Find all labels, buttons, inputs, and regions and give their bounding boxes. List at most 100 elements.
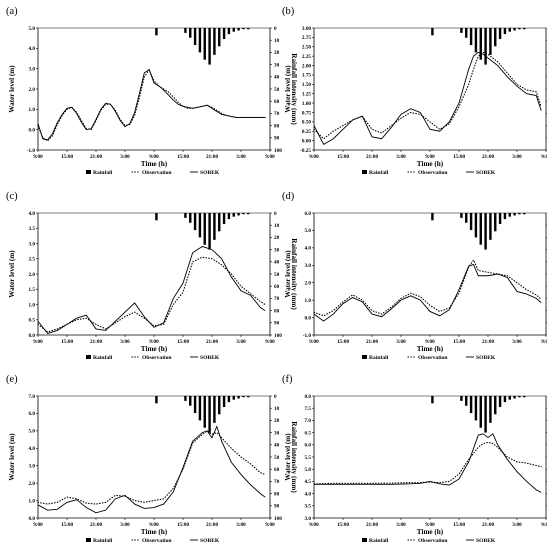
y-tick-label: 1.50 bbox=[302, 82, 311, 88]
x-tick-label: 9:00 bbox=[33, 522, 43, 528]
rainfall-bar bbox=[232, 213, 235, 217]
series-sobek bbox=[37, 69, 266, 141]
y-tick-label: 7.5 bbox=[305, 406, 312, 412]
rainfall-bar bbox=[503, 213, 507, 220]
legend-label-sobek: SOBEK bbox=[200, 538, 220, 544]
rainfall-bar bbox=[247, 396, 250, 398]
y-axis-label: Water level (m) bbox=[8, 433, 16, 481]
y-tick-label: 1.0 bbox=[305, 298, 312, 304]
legend-label-observation: Observation bbox=[418, 538, 448, 544]
y2-tick-label: 90 bbox=[274, 504, 280, 510]
rainfall-bar bbox=[203, 213, 206, 245]
y-tick-label: 5.5 bbox=[305, 455, 312, 461]
rainfall-bar bbox=[193, 28, 197, 46]
rainfall-bar bbox=[469, 396, 473, 414]
x-tick-label: 15:00 bbox=[61, 339, 74, 345]
rainfall-bar bbox=[460, 396, 463, 401]
x-tick-label: 9:00 bbox=[541, 339, 547, 345]
chart-panel-3: (c) 0.0 0.5 1.0 1.5 2.0 2.5 3.0 3.5 4.0 0 10 20 30 40 5… bbox=[6, 191, 298, 361]
panel-label: (b) bbox=[282, 6, 295, 17]
y2-tick-label: 80 bbox=[274, 491, 280, 497]
series-observation bbox=[37, 256, 266, 333]
y2-tick-label: 50 bbox=[274, 272, 280, 278]
x-tick-label: 9:00 bbox=[541, 522, 547, 528]
legend-label-rainfall: Rainfall bbox=[93, 355, 113, 361]
x-tick-label: 15:00 bbox=[177, 522, 190, 528]
rainfall-bar bbox=[518, 28, 521, 30]
y2-tick-label: 60 bbox=[274, 99, 280, 105]
y2-tick-label: 0 bbox=[274, 211, 277, 217]
rainfall-bar bbox=[208, 28, 211, 65]
x-tick-label: 21:00 bbox=[366, 339, 379, 345]
legend-label-observation: Observation bbox=[418, 355, 448, 361]
y-tick-label: 1.5 bbox=[29, 287, 36, 293]
rainfall-bar bbox=[213, 396, 216, 423]
x-tick-label: 3:00 bbox=[512, 154, 522, 160]
y2-axis-label: Rainfall intensity (mm) bbox=[290, 238, 298, 310]
y2-tick-label: 50 bbox=[274, 455, 280, 461]
rainfall-bar bbox=[469, 213, 473, 231]
x-tick-label: 3:00 bbox=[120, 522, 130, 528]
y2-tick-label: 80 bbox=[274, 308, 280, 314]
y-tick-label: 1.75 bbox=[302, 73, 311, 79]
legend-swatch-rainfall bbox=[362, 538, 367, 542]
x-axis-label: Time (h) bbox=[141, 160, 168, 168]
rainfall-bar bbox=[189, 396, 192, 406]
rainfall-bar bbox=[242, 28, 245, 30]
x-tick-label: 3:00 bbox=[236, 154, 246, 160]
legend-swatch-rainfall bbox=[86, 170, 91, 174]
rainfall-bar bbox=[208, 396, 211, 433]
panel-label: (c) bbox=[6, 191, 18, 202]
panel-label: (e) bbox=[6, 374, 18, 385]
x-tick-label: 3:00 bbox=[396, 522, 406, 528]
rainfall-bar bbox=[213, 28, 216, 55]
rainfall-bar bbox=[469, 28, 473, 46]
rainfall-bar bbox=[484, 213, 487, 250]
y-tick-label: 8.0 bbox=[305, 394, 312, 400]
y-tick-label: 4.5 bbox=[305, 479, 312, 485]
y-tick-label: 5.0 bbox=[305, 228, 312, 234]
x-tick-label: 3:00 bbox=[120, 154, 130, 160]
rainfall-bar bbox=[431, 396, 434, 404]
y-tick-label: 6.0 bbox=[29, 411, 36, 417]
x-tick-label: 9:00 bbox=[309, 339, 319, 345]
y-tick-label: 2.0 bbox=[305, 281, 312, 287]
y-tick-label: 5.0 bbox=[29, 26, 36, 32]
y-tick-label: 3.0 bbox=[305, 516, 312, 522]
rainfall-bar bbox=[232, 28, 235, 32]
y-tick-label: 4.0 bbox=[305, 491, 312, 497]
y-tick-label: 3.0 bbox=[29, 241, 36, 247]
x-tick-label: 21:00 bbox=[206, 339, 219, 345]
x-tick-label: 9:00 bbox=[149, 522, 159, 528]
rainfall-bar bbox=[513, 213, 516, 216]
y-tick-label: 4.0 bbox=[29, 446, 36, 452]
y-tick-label: 5.0 bbox=[29, 429, 36, 435]
rainfall-bar bbox=[518, 213, 521, 215]
x-tick-label: 21:00 bbox=[482, 154, 495, 160]
x-tick-label: 3:00 bbox=[396, 339, 406, 345]
legend-label-observation: Observation bbox=[142, 538, 172, 544]
rainfall-bar bbox=[523, 28, 526, 30]
legend-label-rainfall: Rainfall bbox=[369, 355, 389, 361]
y-tick-label: 2.00 bbox=[302, 63, 311, 69]
rainfall-bar bbox=[523, 396, 526, 398]
y2-tick-label: 100 bbox=[274, 333, 282, 339]
rainfall-bar bbox=[474, 396, 478, 421]
legend-label-sobek: SOBEK bbox=[476, 538, 496, 544]
y2-tick-label: 100 bbox=[274, 516, 282, 522]
x-tick-label: 15:00 bbox=[61, 154, 74, 160]
y2-tick-label: 70 bbox=[274, 111, 280, 117]
y-tick-label: 0.50 bbox=[302, 120, 311, 126]
y-tick-label: 2.0 bbox=[29, 481, 36, 487]
rainfall-bar bbox=[227, 28, 231, 35]
x-tick-label: 21:00 bbox=[366, 522, 379, 528]
x-tick-label: 15:00 bbox=[337, 339, 350, 345]
y-tick-label: 0.0 bbox=[29, 127, 36, 133]
rainfall-bar bbox=[213, 213, 216, 240]
rainfall-bar bbox=[498, 28, 502, 39]
rainfall-bar bbox=[489, 396, 492, 423]
y-tick-label: 2.75 bbox=[302, 35, 311, 41]
rainfall-bar bbox=[489, 213, 492, 240]
rainfall-bar bbox=[465, 28, 468, 38]
x-axis-label: Time (h) bbox=[141, 528, 168, 536]
